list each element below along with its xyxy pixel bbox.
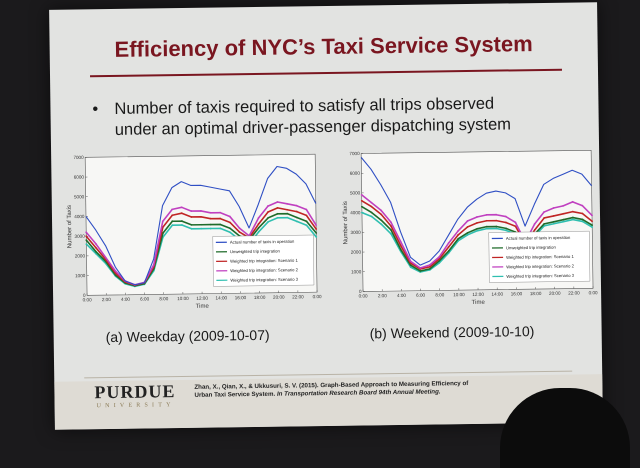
x-tick-label: 14:00 [216,295,228,300]
x-tick-label: 12:00 [196,296,208,301]
caption-weekend: (b) Weekend (2009-10-10) [370,323,535,341]
x-tick-label: 18:00 [254,295,266,300]
x-tick-label: 6:00 [140,296,149,301]
y-tick-label: 4000 [74,214,85,219]
y-tick-label: 4000 [350,210,361,215]
x-tick-label: 0:00 [589,290,598,295]
title-divider [90,69,562,78]
legend-entry: Weighted trip integration: Scenario 1 [230,258,298,264]
caption-weekday: (a) Weekday (2009-10-07) [106,327,270,345]
x-axis-label: Time [196,304,210,310]
x-tick-label: 4:00 [121,297,130,302]
x-tick-label: 16:00 [235,295,247,300]
legend-entry: Unweighted trip integration [230,248,281,254]
x-tick-label: 6:00 [416,293,425,298]
y-tick-label: 1000 [75,273,86,278]
presentation-slide: Efficiency of NYC’s Taxi Service System … [49,2,603,430]
y-tick-label: 6000 [350,171,361,176]
y-tick-label: 7000 [349,151,360,156]
purdue-logo-subtitle: UNIVERSITY [97,402,175,409]
x-axis-label: Time [472,300,486,306]
y-axis-label: Number of Taxis [343,201,350,244]
y-tick-label: 5000 [74,194,85,199]
x-tick-label: 8:00 [435,292,444,297]
x-tick-label: 2:00 [378,293,387,298]
citation-venue: In Transportation Research Board 94th An… [277,388,441,397]
x-tick-label: 0:00 [359,293,368,298]
x-tick-label: 12:00 [472,292,484,297]
legend-entry: Weighted trip integration: Scenario 3 [506,273,574,279]
legend-entry: Weighted trip integration: Scenario 1 [506,254,574,260]
slide-title: Efficiency of NYC’s Taxi Service System [49,30,597,64]
bullet-text-line-2: under an optimal driver-passenger dispat… [115,114,511,141]
x-tick-label: 4:00 [397,293,406,298]
x-tick-label: 10:00 [177,296,189,301]
x-tick-label: 8:00 [159,296,168,301]
x-tick-label: 18:00 [530,291,542,296]
bullet-point: • Number of taxis required to satisfy al… [92,93,572,100]
x-tick-label: 0:00 [313,294,322,299]
y-tick-label: 7000 [73,155,84,160]
legend-entry: Weighted trip integration: Scenario 2 [230,267,298,273]
y-tick-label: 2000 [351,250,362,255]
x-tick-label: 14:00 [491,292,503,297]
legend-entry: Actual number of taxis in operation [230,239,295,245]
x-tick-label: 10:00 [453,292,465,297]
x-tick-label: 16:00 [511,291,523,296]
x-tick-label: 2:00 [102,297,111,302]
x-tick-label: 22:00 [292,294,304,299]
x-tick-label: 20:00 [273,295,285,300]
legend-entry: Weighted trip integration: Scenario 3 [230,277,298,283]
y-tick-label: 3000 [74,234,85,239]
legend-entry: Unweighted trip integration [506,245,557,251]
y-axis-label: Number of Taxis [67,205,74,248]
y-tick-label: 6000 [74,175,85,180]
y-tick-label: 5000 [350,190,361,195]
x-tick-label: 20:00 [549,291,561,296]
y-tick-label: 3000 [350,230,361,235]
legend-entry: Weighted trip integration: Scenario 2 [506,263,574,269]
purdue-logo: PURDUE [94,381,175,403]
x-tick-label: 22:00 [568,290,580,295]
citation-line-2: Urban Taxi Service System. [194,391,277,399]
y-tick-label: 1000 [351,269,362,274]
x-tick-label: 0:00 [83,297,92,302]
legend-entry: Actual number of taxis in operation [506,235,571,241]
y-tick-label: 2000 [75,253,86,258]
bullet-dot: • [92,99,98,120]
